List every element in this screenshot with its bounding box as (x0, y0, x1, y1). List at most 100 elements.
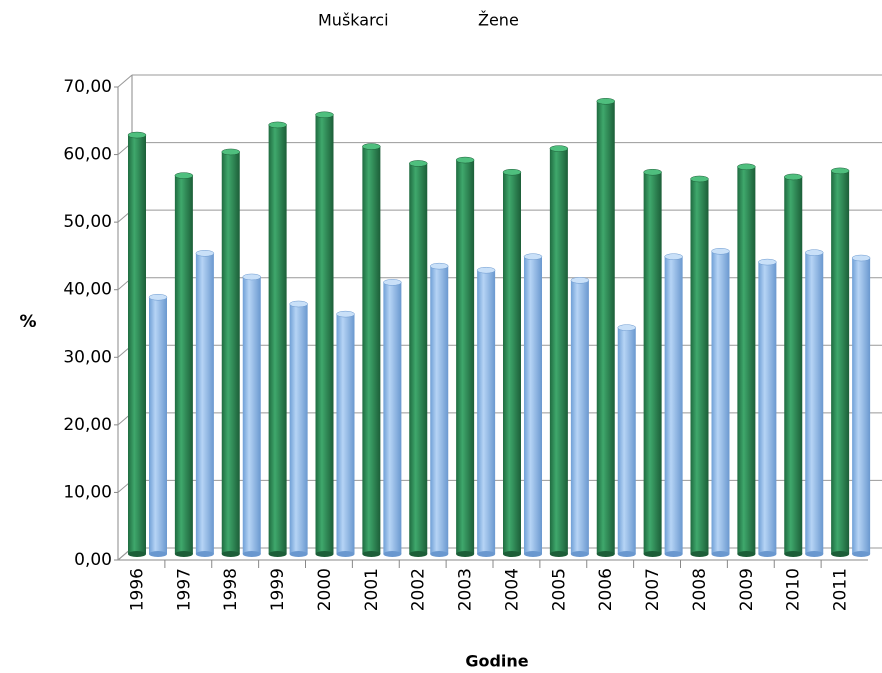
y-tick-label: 40,00 (63, 280, 112, 300)
bar-bottom (503, 551, 521, 557)
bar-top (362, 143, 381, 150)
bar-body (195, 253, 214, 555)
bar-bottom (617, 551, 636, 557)
bar-body (596, 101, 615, 555)
bar-top (643, 168, 662, 176)
bar (174, 172, 194, 557)
bar (476, 266, 496, 557)
bar (315, 111, 334, 557)
bar-body (503, 172, 521, 554)
bar-bottom (711, 551, 730, 557)
bar-top (195, 250, 215, 257)
bar-top (127, 131, 147, 139)
bar-top (617, 324, 636, 331)
bar-bottom (315, 551, 334, 557)
bar-body (336, 314, 355, 554)
bar-bottom (549, 551, 568, 557)
bar-body (784, 176, 803, 555)
bar-bottom (195, 551, 214, 557)
grid-line (117, 74, 133, 88)
bar-bottom (690, 551, 709, 557)
bar-body (643, 172, 662, 554)
bar-bottom (664, 551, 683, 557)
y-tick-label: 50,00 (63, 212, 112, 232)
x-tick-label: 2001 (362, 568, 382, 611)
bar-bottom (242, 551, 261, 557)
bar (409, 160, 428, 557)
bar-top (455, 156, 475, 164)
x-tick-label: 1998 (221, 568, 241, 611)
bar (851, 254, 871, 557)
bar (711, 248, 730, 557)
bar-body (570, 280, 589, 554)
bar-top (711, 248, 730, 255)
legend-label: Muškarci (318, 11, 389, 30)
bar-top (830, 167, 850, 175)
bar (430, 262, 449, 557)
bar-top (430, 262, 449, 270)
bar-top (570, 277, 590, 284)
bar-top (221, 148, 240, 156)
bar-bottom (174, 551, 193, 557)
x-tick-label: 2006 (596, 568, 616, 611)
bar-bottom (456, 551, 475, 557)
bar-body (737, 166, 756, 554)
bar (523, 253, 543, 557)
bar (242, 273, 261, 557)
x-tick-label: 2007 (643, 568, 663, 611)
bar-bottom (596, 551, 615, 557)
bar-bottom (758, 551, 777, 557)
bar (455, 156, 475, 557)
bar-bottom (362, 551, 381, 557)
y-tick-label: 0,00 (74, 550, 112, 570)
bar-body (852, 258, 871, 554)
bar-body (221, 151, 240, 554)
bar (784, 173, 803, 557)
bar (148, 293, 168, 557)
bar-top (242, 273, 261, 281)
x-tick-label: 2003 (456, 568, 476, 611)
bar-body (362, 146, 381, 554)
bar-body (174, 175, 193, 554)
bar-body (549, 148, 568, 555)
bar-body (242, 276, 261, 554)
bar-top (690, 175, 709, 183)
bar-bottom (268, 551, 287, 557)
bar-bottom (524, 551, 542, 557)
bar (502, 168, 522, 557)
bar-body (268, 124, 287, 555)
bar-bottom (409, 551, 428, 557)
x-tick-label: 2010 (784, 568, 804, 611)
bar (362, 143, 381, 557)
bar-bottom (805, 551, 824, 557)
x-tick-label: 2000 (315, 568, 335, 611)
bar-bottom (737, 551, 756, 557)
bar-top (336, 310, 355, 318)
bar-body (149, 297, 167, 554)
bar (805, 249, 824, 557)
bar-top (409, 160, 428, 167)
bar (336, 310, 355, 557)
bar (690, 175, 709, 557)
bar-body (617, 327, 636, 554)
bar-top (596, 98, 615, 105)
bar-body (456, 160, 475, 554)
bar-bottom (643, 551, 662, 557)
x-tick-label: 1996 (127, 568, 147, 611)
bar (643, 168, 662, 557)
bar-top (383, 279, 402, 286)
bar (617, 324, 636, 557)
bar-bottom (852, 551, 871, 557)
bar-body (664, 256, 683, 554)
bar-body (758, 262, 777, 554)
bar-top (476, 266, 496, 274)
bar-top (549, 145, 569, 152)
bar-top (268, 121, 287, 129)
bar (221, 148, 240, 557)
legend-label: Žene (478, 11, 519, 30)
x-tick-label: 1999 (268, 568, 288, 611)
y-tick-label: 60,00 (63, 145, 112, 165)
bar (289, 300, 308, 557)
x-tick-label: 2004 (502, 568, 522, 611)
